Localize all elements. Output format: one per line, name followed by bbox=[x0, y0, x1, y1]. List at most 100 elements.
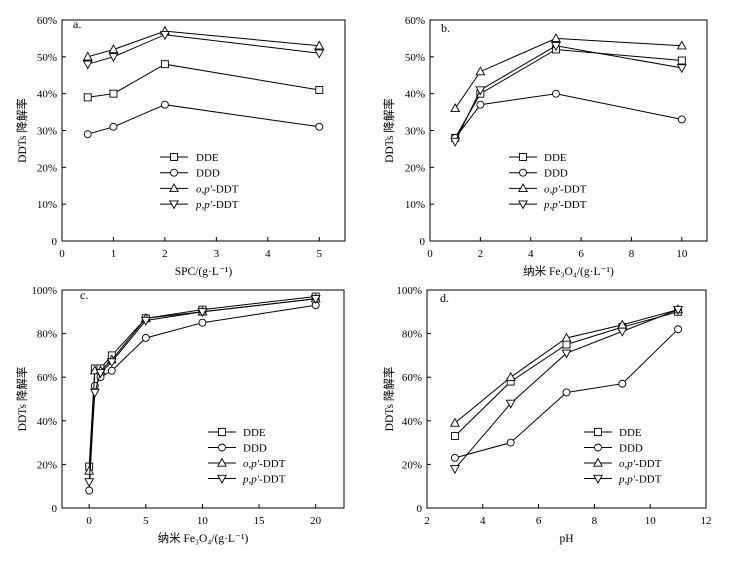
legend-marker-triangle-up bbox=[518, 183, 528, 193]
y-tick-label: 60% bbox=[402, 372, 422, 384]
series-dde bbox=[83, 60, 324, 102]
x-tick-label: 0 bbox=[59, 248, 65, 260]
series-ddd bbox=[451, 89, 686, 142]
data-point-ppddt bbox=[108, 53, 119, 63]
data-point-ddd bbox=[618, 379, 627, 388]
series-ppddt bbox=[450, 42, 687, 147]
legend-label-italic-part: p,p′ bbox=[618, 474, 636, 486]
y-tick-label: 60% bbox=[37, 372, 57, 384]
plot-frame bbox=[61, 289, 345, 509]
series-line-dde bbox=[454, 311, 679, 437]
x-tick-label: 2 bbox=[424, 515, 430, 527]
data-point-ppddt bbox=[140, 316, 151, 326]
data-point-ddd bbox=[141, 334, 150, 342]
legend-label-suffix: -DDT bbox=[635, 458, 662, 470]
data-point-opddt bbox=[561, 332, 572, 342]
y-axis-label: DDTs 降解率 bbox=[382, 367, 396, 432]
legend-label: o,p′-DDT bbox=[619, 458, 662, 470]
data-point-ddd bbox=[83, 130, 92, 139]
data-point-ppddt bbox=[84, 478, 95, 488]
legend-item-ddd: DDD bbox=[584, 443, 643, 455]
x-tick-label: 4 bbox=[265, 248, 271, 260]
data-point-ddd bbox=[476, 100, 485, 109]
legend-marker-square bbox=[170, 153, 178, 161]
series-ppddt bbox=[84, 295, 321, 488]
x-tick-label: 2 bbox=[162, 248, 168, 260]
series-line-ppddt bbox=[454, 45, 682, 142]
data-point-ppddt bbox=[617, 327, 628, 337]
x-axis-label: pH bbox=[559, 533, 573, 545]
series-line-ppddt bbox=[87, 34, 320, 65]
legend-label-italic-part: p,p′ bbox=[195, 199, 213, 211]
x-tick-label: 10 bbox=[676, 248, 688, 260]
data-point-ppddt bbox=[673, 305, 684, 315]
x-tick-label: 20 bbox=[310, 515, 322, 527]
y-tick-label: 40% bbox=[402, 416, 422, 428]
legend-marker-triangle-up bbox=[217, 457, 227, 467]
data-point-ddd bbox=[315, 122, 324, 131]
series-ddd bbox=[83, 100, 324, 139]
y-tick-label: 20% bbox=[37, 162, 57, 174]
data-point-ddd bbox=[109, 122, 118, 131]
x-tick-label: 4 bbox=[480, 515, 486, 527]
series-line-dde bbox=[87, 63, 320, 98]
legend-marker-triangle-down bbox=[169, 200, 179, 210]
y-tick-label: 50% bbox=[37, 52, 57, 64]
legend-label: DDD bbox=[196, 168, 220, 180]
legend-item-opddt: o,p′-DDT bbox=[584, 457, 662, 470]
data-point-ppddt bbox=[106, 358, 117, 368]
x-tick-label: 10 bbox=[197, 515, 209, 527]
series-line-opddt bbox=[87, 30, 320, 58]
legend-item-ddd: DDD bbox=[160, 168, 220, 180]
x-tick-label: 3 bbox=[214, 248, 220, 260]
x-tick-label: 8 bbox=[592, 515, 598, 527]
y-tick-label: 80% bbox=[402, 329, 422, 341]
data-point-opddt bbox=[314, 40, 325, 50]
legend-item-opddt: o,p′-DDT bbox=[509, 183, 587, 195]
data-point-ddd bbox=[85, 486, 94, 495]
legend-label: DDE bbox=[544, 152, 567, 164]
data-point-ppddt bbox=[310, 295, 321, 305]
legend-item-dde: DDE bbox=[584, 427, 642, 439]
data-point-dde bbox=[562, 340, 571, 349]
y-tick-label: 0 bbox=[52, 236, 58, 248]
legend-marker-triangle-down bbox=[593, 474, 603, 484]
x-axis-label: 纳米 Fe₃O₄/(g·L⁻¹) bbox=[158, 532, 249, 545]
legend-label: DDD bbox=[544, 168, 568, 180]
data-point-ddd bbox=[562, 388, 571, 397]
data-point-ppddt bbox=[95, 369, 106, 379]
y-tick-label: 60% bbox=[405, 15, 425, 27]
panel-label: b. bbox=[441, 21, 450, 35]
series-line-opddt bbox=[454, 309, 679, 424]
series-dde bbox=[451, 45, 686, 142]
panel-label: a. bbox=[73, 17, 81, 31]
legend-label-suffix: -DDT bbox=[212, 183, 239, 195]
data-point-ppddt bbox=[89, 388, 100, 398]
x-axis-label: SPC/(g·L⁻¹) bbox=[175, 266, 233, 278]
series-ppddt bbox=[82, 31, 325, 70]
legend-marker-square bbox=[594, 428, 602, 436]
legend-label: p,p′-DDT bbox=[543, 199, 587, 211]
x-tick-label: 6 bbox=[536, 515, 542, 527]
series-dde bbox=[450, 307, 683, 441]
legend-marker-square bbox=[218, 428, 226, 436]
y-tick-label: 40% bbox=[37, 416, 57, 428]
legend-label: o,p′-DDT bbox=[544, 183, 587, 195]
x-tick-label: 0 bbox=[427, 248, 433, 260]
legend-item-ddd: DDD bbox=[509, 168, 568, 180]
data-point-ppddt bbox=[449, 465, 460, 475]
y-tick-label: 10% bbox=[405, 199, 425, 211]
series-line-dde bbox=[454, 48, 682, 139]
x-tick-label: 6 bbox=[578, 248, 584, 260]
data-point-opddt bbox=[475, 66, 486, 76]
data-point-ddd bbox=[506, 438, 515, 447]
legend-label-suffix: -DDT bbox=[560, 199, 587, 211]
legend-item-ppddt: p,p′-DDT bbox=[208, 474, 286, 486]
data-point-ddd bbox=[551, 89, 560, 98]
panel-b: 0 2 4 6 8 10 0 10% 20% 30% 40% 50% 60% 纳米 Fe₃O₄/(g·L⁻… bbox=[382, 15, 708, 278]
x-tick-label: 1 bbox=[111, 248, 117, 260]
y-tick-label: 30% bbox=[405, 126, 425, 138]
legend-label-suffix: -DDT bbox=[560, 183, 587, 195]
